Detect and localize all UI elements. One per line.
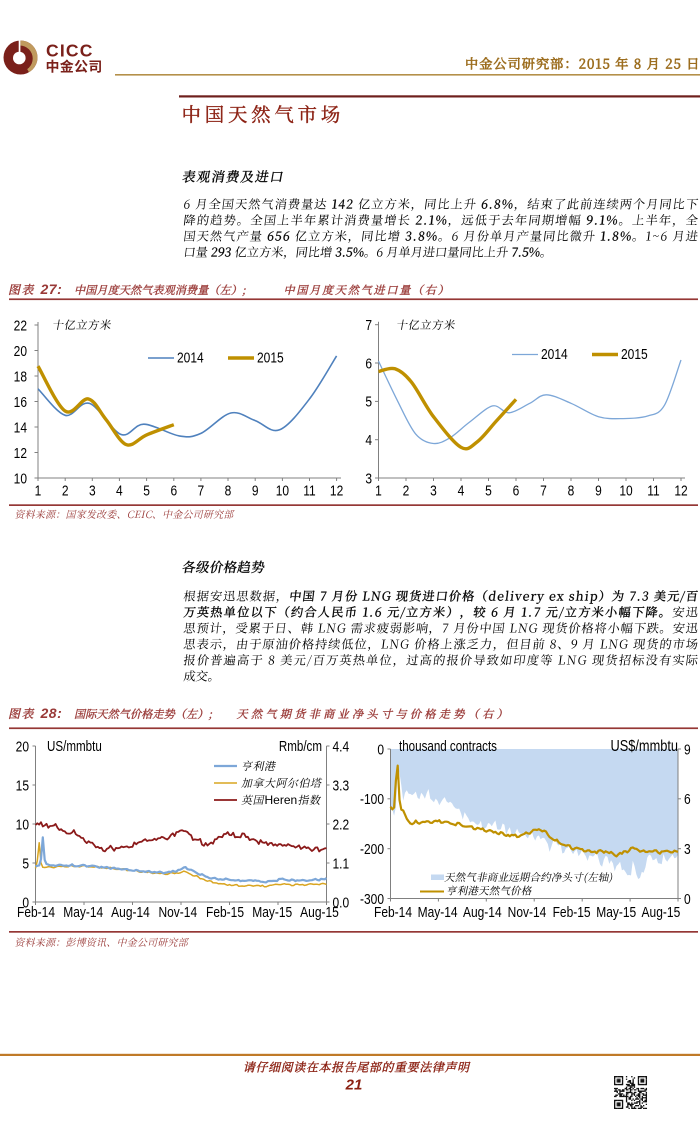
svg-text:1: 1	[375, 482, 382, 499]
svg-text:14: 14	[14, 419, 28, 436]
svg-text:6: 6	[513, 482, 520, 499]
svg-text:3: 3	[430, 482, 437, 499]
svg-text:Feb-15: Feb-15	[206, 904, 244, 921]
svg-text:0: 0	[22, 894, 29, 911]
svg-text:7: 7	[365, 317, 372, 334]
svg-text:12: 12	[674, 482, 687, 499]
svg-text:0: 0	[684, 891, 691, 908]
svg-text:5: 5	[485, 482, 492, 499]
svg-text:3: 3	[365, 470, 372, 487]
svg-text:10: 10	[276, 482, 290, 499]
svg-text:1.1: 1.1	[333, 855, 350, 872]
svg-text:Feb-15: Feb-15	[553, 904, 591, 921]
svg-text:11: 11	[647, 482, 659, 499]
svg-text:18: 18	[14, 368, 27, 385]
svg-text:Aug-15: Aug-15	[642, 904, 681, 921]
svg-text:CICC: CICC	[46, 41, 94, 61]
svg-text:3: 3	[684, 841, 691, 858]
svg-text:8: 8	[568, 482, 575, 499]
svg-text:Heren: Heren	[265, 793, 298, 807]
svg-text:Feb-14: Feb-14	[17, 904, 55, 921]
svg-text:10: 10	[619, 482, 633, 499]
svg-text:4: 4	[116, 482, 123, 499]
svg-text:10: 10	[16, 816, 30, 833]
svg-text:20: 20	[16, 738, 30, 755]
svg-text:May-14: May-14	[63, 904, 103, 921]
svg-text:2015: 2015	[621, 346, 648, 363]
svg-text:3: 3	[89, 482, 96, 499]
svg-text:2014: 2014	[541, 346, 568, 363]
svg-text:Rmb/cm: Rmb/cm	[279, 738, 322, 755]
svg-text:1: 1	[35, 482, 42, 499]
svg-text:22: 22	[14, 317, 27, 334]
svg-text:Aug-15: Aug-15	[300, 904, 339, 921]
svg-text:7: 7	[540, 482, 547, 499]
svg-text:May-15: May-15	[596, 904, 636, 921]
svg-text:thousand contracts: thousand contracts	[399, 738, 497, 755]
svg-text:12: 12	[330, 482, 343, 499]
svg-text:US$/mmbtu: US$/mmbtu	[611, 738, 678, 756]
svg-text:2: 2	[62, 482, 69, 499]
svg-text:0: 0	[377, 741, 384, 758]
svg-text:2.2: 2.2	[333, 816, 350, 833]
svg-text:2015: 2015	[257, 349, 284, 366]
svg-text:-100: -100	[360, 791, 384, 808]
svg-text:Aug-14: Aug-14	[463, 904, 502, 921]
svg-text:9: 9	[252, 482, 259, 499]
svg-text:11: 11	[303, 482, 315, 499]
svg-text:5: 5	[22, 855, 29, 872]
svg-text:Nov-14: Nov-14	[158, 904, 197, 921]
svg-text:-300: -300	[360, 891, 384, 908]
svg-text:Nov-14: Nov-14	[508, 904, 547, 921]
svg-text:7: 7	[198, 482, 205, 499]
svg-text:2014: 2014	[177, 349, 204, 366]
svg-text:16: 16	[14, 394, 27, 411]
svg-text:21: 21	[345, 1077, 363, 1094]
svg-text:6: 6	[170, 482, 177, 499]
svg-text:4: 4	[458, 482, 465, 499]
svg-text:9: 9	[595, 482, 602, 499]
svg-text:5: 5	[365, 393, 372, 410]
svg-text:3.3: 3.3	[333, 777, 350, 794]
svg-text:5: 5	[143, 482, 150, 499]
svg-text:May-15: May-15	[252, 904, 292, 921]
svg-text:8: 8	[225, 482, 232, 499]
svg-text:6: 6	[684, 791, 691, 808]
svg-text:12: 12	[14, 445, 27, 462]
svg-text:0.0: 0.0	[333, 894, 350, 911]
svg-text:27:: 27:	[40, 281, 63, 297]
svg-text:2: 2	[403, 482, 410, 499]
svg-text:15: 15	[16, 777, 29, 794]
svg-text:4: 4	[365, 432, 372, 449]
svg-text:US/mmbtu: US/mmbtu	[47, 738, 102, 755]
svg-text:4.4: 4.4	[333, 738, 350, 755]
svg-text:May-14: May-14	[418, 904, 458, 921]
svg-text:28:: 28:	[40, 705, 63, 721]
svg-text:20: 20	[14, 343, 28, 360]
svg-text:Feb-14: Feb-14	[374, 904, 412, 921]
svg-text:9: 9	[684, 741, 691, 758]
svg-text:Aug-14: Aug-14	[111, 904, 150, 921]
svg-text:10: 10	[14, 470, 28, 487]
svg-text:6: 6	[365, 355, 372, 372]
svg-text:-200: -200	[360, 841, 384, 858]
